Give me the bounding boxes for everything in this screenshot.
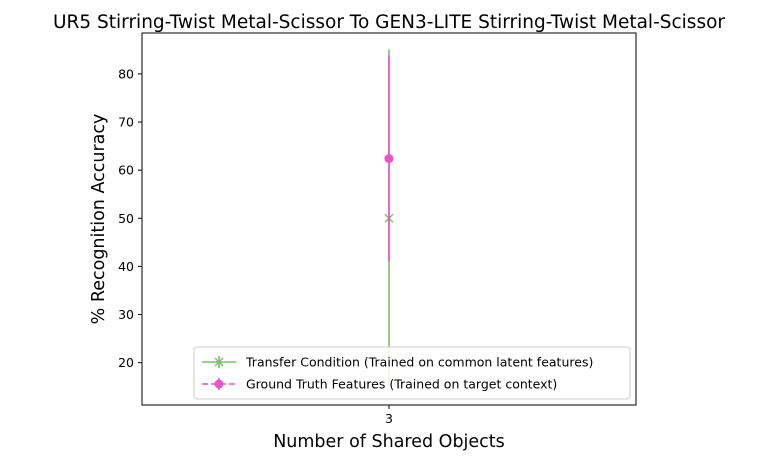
y-axis-label: % Recognition Accuracy xyxy=(89,114,109,325)
legend-entry: Transfer Condition (Trained on common la… xyxy=(202,355,593,370)
y-tick-label: 40 xyxy=(118,259,134,274)
x-tick-label: 3 xyxy=(385,411,393,426)
circle-marker xyxy=(384,154,394,164)
legend: Transfer Condition (Trained on common la… xyxy=(193,346,631,400)
y-tick-label: 60 xyxy=(118,163,134,178)
y-tick-label: 70 xyxy=(118,115,134,130)
legend-label: Ground Truth Features (Trained on target… xyxy=(246,377,557,392)
legend-entry: Ground Truth Features (Trained on target… xyxy=(202,377,557,392)
x-marker-stroke xyxy=(214,357,224,367)
y-tick-label: 20 xyxy=(118,355,134,370)
y-axis: 20 30 40 50 60 70 80 xyxy=(118,66,142,370)
x-axis-label: Number of Shared Objects xyxy=(273,432,505,452)
x-axis: 3 xyxy=(385,405,393,426)
series-layer xyxy=(384,49,394,388)
y-tick-label: 80 xyxy=(118,66,134,81)
legend-box xyxy=(193,346,631,400)
chart-title: UR5 Stirring-Twist Metal-Scissor To GEN3… xyxy=(53,12,725,33)
y-tick-label: 30 xyxy=(118,307,134,322)
circle-marker xyxy=(214,379,224,389)
legend-label: Transfer Condition (Trained on common la… xyxy=(245,355,593,370)
series-2 xyxy=(384,55,394,262)
y-tick-label: 50 xyxy=(118,211,134,226)
x-marker xyxy=(214,357,224,367)
